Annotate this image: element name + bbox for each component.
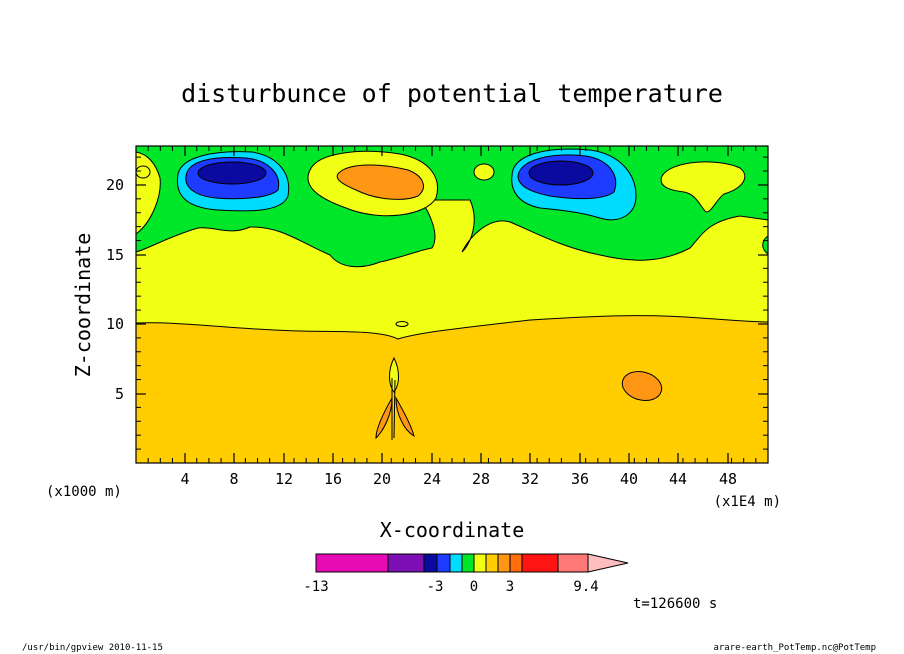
x-tick-label-4: 20 [373, 470, 391, 488]
x-tick-label-2: 12 [275, 470, 293, 488]
colorbar-segment-7 [485, 553, 499, 573]
x-unit-right: (x1E4 m) [714, 494, 781, 510]
y-tick-label-1: 10 [106, 315, 124, 333]
x-tick-label-10: 44 [669, 470, 687, 488]
colorbar-segment-10 [521, 553, 559, 573]
footer-right: arare-earth_PotTemp.nc@PotTemp [713, 643, 876, 653]
minor-ticks [136, 146, 768, 463]
x-tick-label-1: 8 [229, 470, 238, 488]
x-tick-label-6: 28 [472, 470, 490, 488]
x-tick-labels: 4 8 12 16 20 24 28 32 36 40 44 48 [180, 470, 737, 488]
colorbar-label-2: 0 [470, 579, 478, 595]
colorbar-segment-1 [387, 553, 425, 573]
colorbar-label-4: 9.4 [573, 579, 598, 595]
x-tick-label-8: 36 [571, 470, 589, 488]
orange-plume-left [375, 396, 393, 440]
colorbar-segment-8 [497, 553, 511, 573]
footer-left: /usr/bin/gpview 2010-11-15 [22, 643, 163, 653]
x-unit-left: (x1000 m) [46, 484, 122, 500]
x-tick-label-7: 32 [521, 470, 539, 488]
navy-region-left [197, 161, 267, 185]
yellow-spot-center [395, 321, 409, 327]
colorbar-labels: -13 -3 0 3 9.4 [303, 579, 598, 595]
y-axis-label: Z-coordinate [71, 233, 95, 378]
colorbar-segment-11 [557, 553, 589, 573]
orange-blob-right [621, 371, 663, 401]
yellow-spot-middle [473, 163, 495, 181]
yellow-spot-left [136, 165, 151, 179]
x-tick-label-5: 24 [423, 470, 441, 488]
colorbar-segment-5 [461, 553, 475, 573]
y-tick-label-3: 20 [106, 176, 124, 194]
y-tick-labels: 5 10 15 20 [106, 176, 124, 403]
colorbar-extend-arrow [587, 553, 629, 573]
x-tick-label-3: 16 [324, 470, 342, 488]
colorbar-segment-2 [423, 553, 438, 573]
navy-region-right [528, 160, 594, 186]
contour-field [136, 146, 768, 463]
x-axis-label: X-coordinate [380, 518, 525, 542]
x-axis-ticks [184, 146, 729, 463]
colorbar-label-3: 3 [506, 579, 514, 595]
chart-title: disturbunce of potential temperature [181, 79, 723, 108]
y-tick-label-2: 15 [106, 246, 124, 264]
x-tick-label-11: 48 [719, 470, 737, 488]
colorbar-segment-9 [509, 553, 523, 573]
x-tick-label-0: 4 [180, 470, 189, 488]
time-label: t=126600 s [633, 596, 717, 612]
colorbar-label-0: -13 [303, 579, 328, 595]
colorbar [315, 553, 629, 573]
y-axis-ticks [136, 184, 768, 395]
y-tick-label-0: 5 [115, 385, 124, 403]
colorbar-segment-0 [315, 553, 389, 573]
colorbar-segment-6 [473, 553, 487, 573]
colorbar-segment-4 [449, 553, 463, 573]
x-tick-label-9: 40 [620, 470, 638, 488]
colorbar-segment-3 [436, 553, 451, 573]
orange-region-middle [336, 164, 424, 200]
plume-core-line [391, 378, 396, 440]
colorbar-label-1: -3 [427, 579, 444, 595]
yellow-region-right [660, 161, 746, 213]
orange-plume-right [395, 396, 415, 438]
